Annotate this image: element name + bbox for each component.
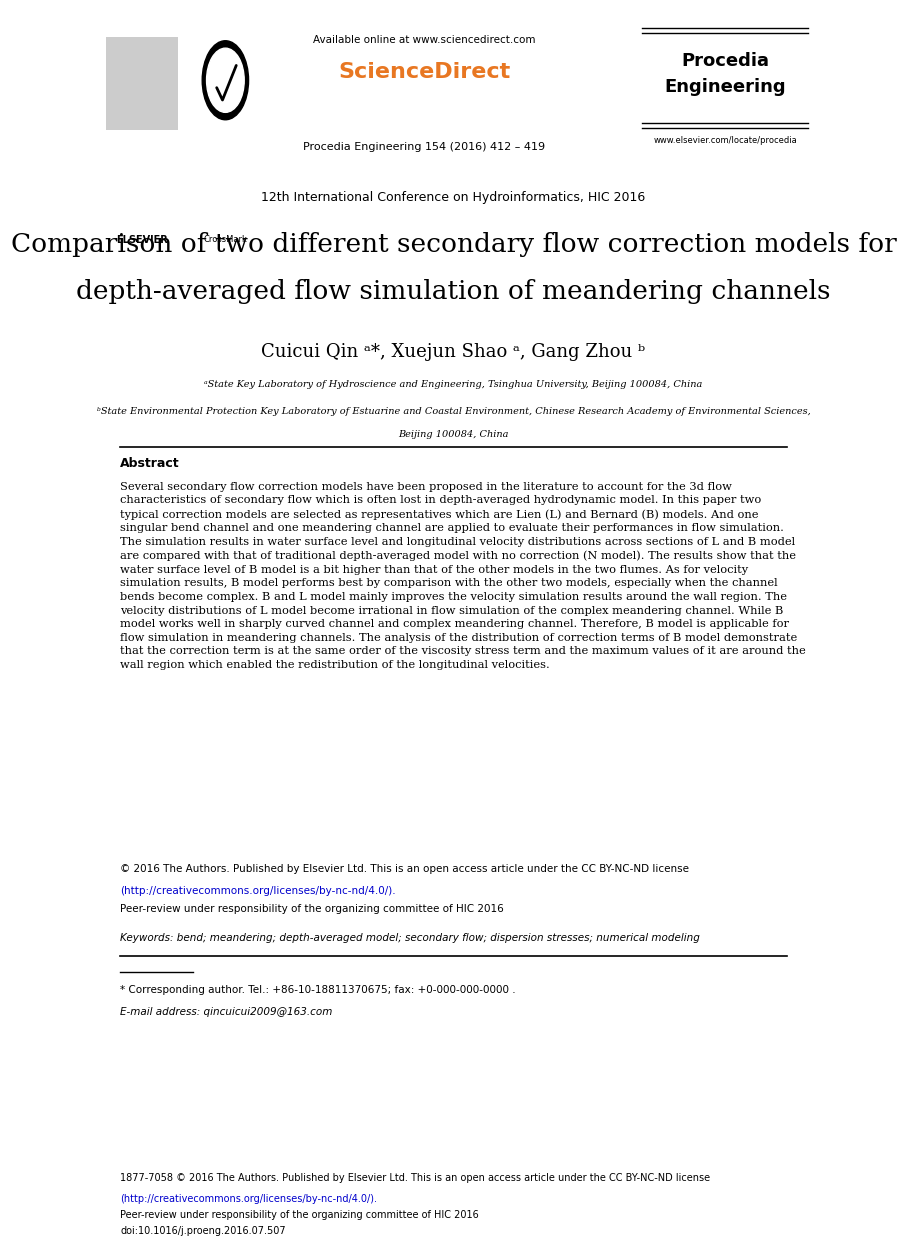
Text: Beijing 100084, China: Beijing 100084, China [398,430,509,438]
Text: 12th International Conference on Hydroinformatics, HIC 2016: 12th International Conference on Hydroin… [261,192,646,204]
Circle shape [202,41,249,120]
Text: Cuicui Qin ᵃ*, Xuejun Shao ᵃ, Gang Zhou ᵇ: Cuicui Qin ᵃ*, Xuejun Shao ᵃ, Gang Zhou … [261,343,646,361]
Text: Peer-review under responsibility of the organizing committee of HIC 2016: Peer-review under responsibility of the … [121,1210,479,1219]
FancyBboxPatch shape [106,37,179,130]
Text: E-mail address: qincuicui2009@163.com: E-mail address: qincuicui2009@163.com [121,1008,333,1018]
Text: ᵃState Key Laboratory of Hydroscience and Engineering, Tsinghua University, Beij: ᵃState Key Laboratory of Hydroscience an… [204,380,703,389]
Text: © 2016 The Authors. Published by Elsevier Ltd. This is an open access article un: © 2016 The Authors. Published by Elsevie… [121,864,689,874]
Text: Peer-review under responsibility of the organizing committee of HIC 2016: Peer-review under responsibility of the … [121,904,504,914]
Text: Procedia: Procedia [681,52,769,69]
Text: Abstract: Abstract [121,457,180,470]
Text: CrossMark: CrossMark [203,234,248,244]
Text: Procedia Engineering 154 (2016) 412 – 419: Procedia Engineering 154 (2016) 412 – 41… [304,142,546,152]
Text: Keywords: bend; meandering; depth-averaged model; secondary flow; dispersion str: Keywords: bend; meandering; depth-averag… [121,933,700,943]
Text: Several secondary flow correction models have been proposed in the literature to: Several secondary flow correction models… [121,482,806,670]
Text: Comparison of two different secondary flow correction models for: Comparison of two different secondary fl… [11,232,896,258]
Circle shape [207,48,244,113]
Text: * Corresponding author. Tel.: +86-10-18811370675; fax: +0-000-000-0000 .: * Corresponding author. Tel.: +86-10-188… [121,985,516,995]
Text: 1877-7058 © 2016 The Authors. Published by Elsevier Ltd. This is an open access : 1877-7058 © 2016 The Authors. Published … [121,1172,710,1184]
Text: depth-averaged flow simulation of meandering channels: depth-averaged flow simulation of meande… [76,279,831,305]
Text: ᵇState Environmental Protection Key Laboratory of Estuarine and Coastal Environm: ᵇState Environmental Protection Key Labo… [97,407,810,416]
Text: www.elsevier.com/locate/procedia: www.elsevier.com/locate/procedia [653,136,797,145]
Text: (http://creativecommons.org/licenses/by-nc-nd/4.0/).: (http://creativecommons.org/licenses/by-… [121,1193,377,1203]
Text: ScienceDirect: ScienceDirect [338,62,511,82]
Text: ELSEVIER: ELSEVIER [116,234,168,245]
Text: doi:10.1016/j.proeng.2016.07.507: doi:10.1016/j.proeng.2016.07.507 [121,1226,286,1236]
Text: Available online at www.sciencedirect.com: Available online at www.sciencedirect.co… [313,35,536,45]
Text: Engineering: Engineering [664,78,785,95]
Text: (http://creativecommons.org/licenses/by-nc-nd/4.0/).: (http://creativecommons.org/licenses/by-… [121,886,396,896]
